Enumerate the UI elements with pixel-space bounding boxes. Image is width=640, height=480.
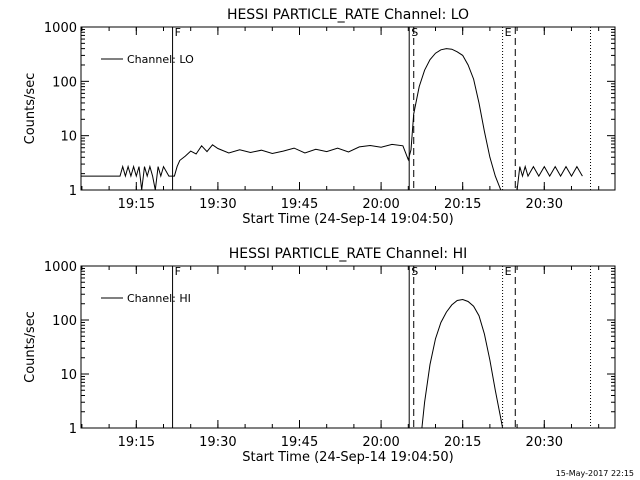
chart1-title: HESSI PARTICLE_RATE Channel: LO	[227, 7, 469, 23]
chart2-marker-label-e: E	[505, 265, 512, 278]
chart1-y-axis-label: Counts/sec	[23, 73, 38, 145]
chart2-marker-label-f: F	[175, 265, 181, 278]
chart1-legend-entry: Channel: LO	[127, 53, 194, 66]
chart2-y-tick-label: 1000	[44, 260, 77, 275]
chart2-y-tick-label: 10	[60, 368, 77, 383]
chart1-plot-frame	[80, 26, 616, 191]
chart2-x-axis-label: Start Time (24-Sep-14 19:04:50)	[242, 450, 453, 465]
chart2-plot-frame	[80, 265, 616, 429]
chart1-y-tick-label: 100	[52, 75, 77, 90]
chart1-x-tick-label: 19:15	[118, 197, 155, 212]
chart2-marker-label-s: S	[411, 265, 418, 278]
chart1-x-tick-label: 20:30	[526, 197, 563, 212]
chart2-x-tick-label: 20:30	[526, 435, 563, 450]
chart1-y-tick-label: 1000	[44, 21, 77, 36]
chart2-x-tick-label: 20:15	[444, 435, 481, 450]
chart1-x-tick-label: 20:15	[444, 197, 481, 212]
chart1-x-axis-label: Start Time (24-Sep-14 19:04:50)	[242, 212, 453, 227]
chart1-y-tick-label: 1	[69, 184, 77, 199]
chart2-x-tick-label: 19:30	[199, 435, 236, 450]
chart1-marker-label-e: E	[505, 26, 512, 39]
chart1-y-tick-label: 10	[60, 130, 77, 145]
chart2-y-axis-label: Counts/sec	[23, 311, 38, 383]
chart2-legend-entry: Channel: HI	[127, 292, 191, 305]
chart1-x-tick-label: 19:45	[281, 197, 318, 212]
chart1-x-tick-label: 20:00	[362, 197, 399, 212]
chart1-x-tick-label: 19:30	[199, 197, 236, 212]
chart2-series-line	[421, 298, 504, 429]
footer-timestamp: 15-May-2017 22:15	[555, 469, 634, 478]
chart2-y-tick-label: 1	[69, 422, 77, 437]
chart1-series-line	[81, 48, 583, 191]
chart2-title: HESSI PARTICLE_RATE Channel: HI	[229, 246, 467, 262]
chart2-y-tick-label: 100	[52, 314, 77, 329]
chart1-marker-label-s: S	[411, 26, 418, 39]
chart1-marker-label-f: F	[175, 26, 181, 39]
chart2-x-tick-label: 19:45	[281, 435, 318, 450]
chart2-x-tick-label: 20:00	[362, 435, 399, 450]
chart2-x-tick-label: 19:15	[118, 435, 155, 450]
